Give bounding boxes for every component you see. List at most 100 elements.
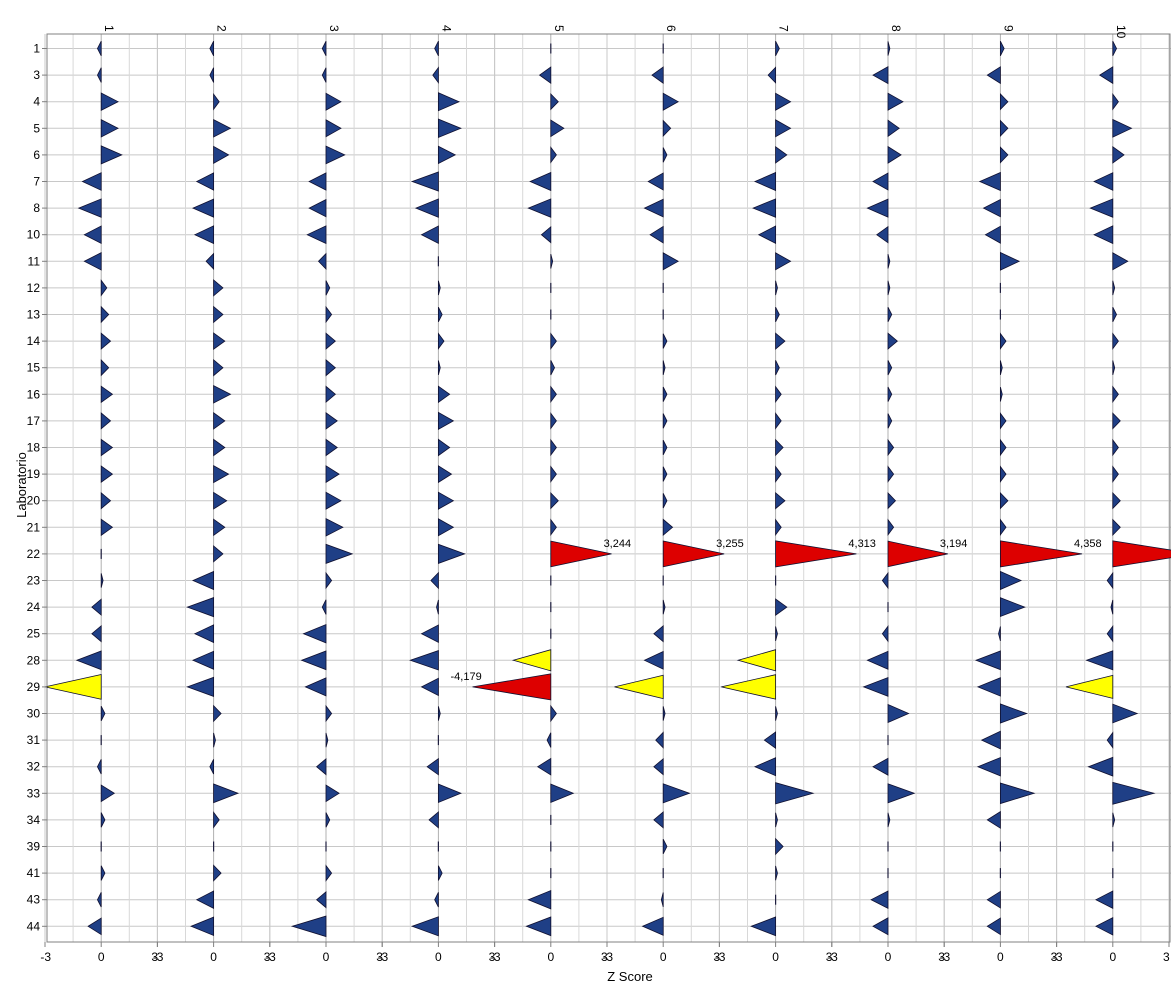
y-tick-label: 39 (27, 840, 41, 854)
z-marker (550, 146, 557, 164)
z-marker (325, 704, 333, 723)
z-marker (753, 757, 776, 777)
z-marker (437, 332, 445, 350)
z-marker (325, 812, 331, 828)
z-marker (527, 889, 552, 910)
z-marker (976, 756, 1001, 777)
z-marker (91, 624, 102, 643)
x-tick-label: -3 (153, 950, 164, 964)
z-marker (213, 305, 224, 324)
z-marker (775, 782, 815, 805)
z-marker (100, 119, 119, 138)
y-tick-label: 17 (27, 414, 41, 428)
z-marker (100, 705, 106, 722)
z-marker (662, 493, 668, 509)
z-marker (213, 385, 232, 404)
z-marker (316, 757, 327, 776)
grid (44, 34, 1171, 942)
value-label: 4,313 (848, 538, 876, 550)
z-marker (976, 677, 1001, 697)
z-marker (325, 305, 333, 324)
z-marker (1106, 624, 1114, 643)
z-marker (1112, 146, 1125, 164)
z-marker (325, 145, 346, 165)
y-tick-label: 15 (27, 361, 41, 375)
z-marker (321, 67, 327, 83)
z-marker (862, 676, 889, 697)
z-marker (437, 92, 461, 112)
z-marker (775, 306, 780, 323)
z-marker (213, 464, 230, 484)
z-marker (511, 649, 552, 672)
z-marker (1000, 332, 1007, 350)
z-marker (306, 225, 327, 245)
z-marker (325, 465, 340, 484)
z-marker (437, 306, 443, 323)
z-marker (437, 145, 457, 165)
z-marker (775, 812, 778, 828)
z-marker (430, 571, 439, 590)
z-marker (881, 624, 889, 643)
z-marker (775, 540, 857, 568)
z-marker (1112, 40, 1117, 57)
z-marker (436, 599, 439, 615)
z-marker (434, 892, 439, 908)
z-marker (213, 358, 224, 377)
x-tick-label: 3 (1051, 950, 1058, 964)
z-marker (775, 252, 792, 271)
z-marker (195, 172, 215, 191)
z-marker (290, 915, 327, 938)
z-marker (887, 465, 895, 483)
z-marker (1112, 465, 1119, 483)
x-tick-label: 0 (1109, 950, 1116, 964)
z-marker (437, 438, 451, 457)
x-tick-label: -3 (40, 950, 51, 964)
z-marker (763, 731, 776, 749)
z-marker (1000, 540, 1083, 568)
z-marker (81, 172, 102, 191)
z-marker (437, 465, 453, 484)
z-marker (662, 783, 691, 804)
y-tick-label: 19 (27, 467, 41, 481)
value-label: -4,179 (451, 671, 482, 683)
z-marker (775, 332, 786, 350)
z-marker (426, 757, 439, 776)
z-marker (325, 385, 336, 404)
z-marker (1000, 146, 1009, 164)
z-marker (209, 67, 215, 83)
z-marker (1000, 438, 1007, 457)
z-marker (100, 358, 110, 377)
z-marker (213, 332, 226, 350)
x-tick-label: 3 (601, 950, 608, 964)
z-marker (775, 837, 784, 856)
z-marker (190, 916, 215, 937)
z-marker (213, 491, 228, 510)
z-marker (213, 119, 232, 138)
z-marker (775, 465, 782, 483)
y-tick-label: 3 (33, 68, 40, 82)
z-marker (986, 810, 1001, 829)
z-marker (44, 674, 102, 700)
z-marker (550, 254, 554, 269)
z-marker (186, 597, 215, 618)
z-marker (872, 172, 889, 191)
z-marker (1093, 172, 1114, 191)
y-tick-label: 31 (27, 733, 41, 747)
column-header: 8 (889, 25, 903, 32)
z-marker (662, 386, 668, 402)
z-marker (1112, 540, 1171, 568)
y-tick-label: 14 (27, 334, 41, 348)
z-marker (550, 332, 557, 350)
z-marker (974, 650, 1001, 671)
z-marker (870, 890, 889, 909)
z-marker (887, 332, 898, 350)
z-marker (736, 649, 776, 672)
z-marker (662, 439, 668, 456)
z-marker (213, 783, 240, 804)
z-marker (302, 623, 327, 644)
z-marker (437, 783, 462, 804)
column-header: 9 (1001, 25, 1015, 32)
z-marker (887, 438, 895, 457)
x-axis-title: Z Score (607, 969, 653, 984)
